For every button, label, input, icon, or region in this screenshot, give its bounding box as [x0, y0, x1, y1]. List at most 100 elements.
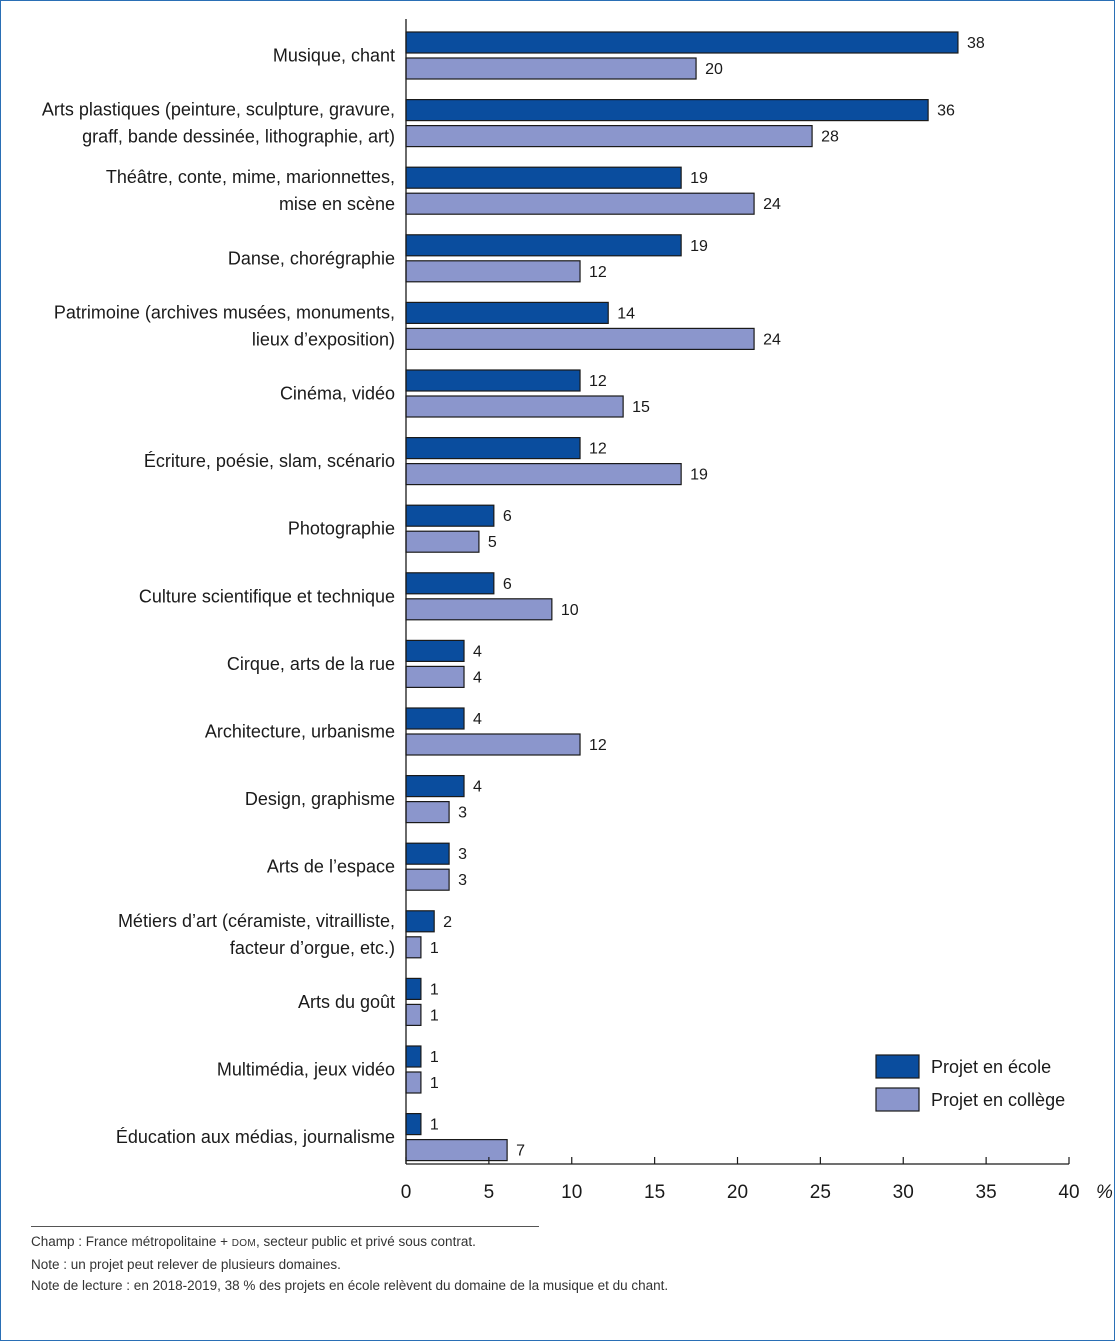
- bar-ecole: [405, 910, 435, 933]
- category-label: graff, bande dessinée, lithographie, art…: [82, 127, 395, 147]
- bar-college: [405, 868, 450, 891]
- category-group: Architecture, urbanisme 4 12: [205, 707, 607, 756]
- bar-ecole: [405, 369, 581, 392]
- data-label: 2: [443, 914, 452, 931]
- bar-college: [405, 530, 480, 553]
- category-group: Arts plastiques (peinture, sculpture, gr…: [42, 98, 955, 148]
- data-label: 19: [690, 170, 708, 187]
- category-group: Design, graphisme 43: [245, 774, 482, 824]
- data-label: 3: [458, 805, 467, 822]
- category-group: Métiers d’art (céramiste, vitrailliste, f…: [118, 910, 452, 959]
- legend-swatch: [875, 1087, 920, 1112]
- category-label: Éducation aux médias, journalisme: [116, 1127, 395, 1147]
- category-group: Théâtre, conte, mime, marionnettes, mise …: [106, 166, 781, 215]
- data-label: 4: [473, 711, 482, 728]
- data-label: 7: [516, 1143, 525, 1160]
- data-label: 19: [690, 238, 708, 255]
- category-label: Métiers d’art (céramiste, vitrailliste,: [118, 911, 395, 931]
- category-label: Musique, chant: [273, 46, 395, 66]
- data-label: 20: [705, 61, 723, 78]
- category-label: Écriture, poésie, slam, scénario: [144, 451, 395, 471]
- note-lecture: Note de lecture : en 2018-2019, 38 % des…: [31, 1278, 669, 1293]
- data-label: 15: [632, 399, 650, 416]
- notes-block: Champ : France métropolitaine + DOM, sec…: [31, 1231, 1091, 1296]
- category-label: Multimédia, jeux vidéo: [217, 1060, 395, 1080]
- category-group: Multimédia, jeux vidéo 1 1: [217, 1045, 439, 1094]
- bar-ecole: [405, 234, 682, 257]
- bar-college: [405, 1071, 422, 1094]
- category-group: Danse, chorégraphie 19 12: [228, 234, 708, 283]
- bar-ecole: [405, 166, 682, 189]
- bars-group: Musique, chant 38 20 Arts plastiques (peint…: [42, 31, 985, 1162]
- bar-college: [405, 395, 624, 418]
- data-label: 36: [937, 103, 955, 120]
- bar-ecole: [405, 31, 959, 54]
- data-label: 12: [589, 737, 607, 754]
- data-label: 1: [430, 1007, 439, 1024]
- notes-divider: [31, 1226, 539, 1227]
- data-label: 12: [589, 264, 607, 281]
- bar-ecole: [405, 572, 495, 595]
- legend-label: Projet en collège: [931, 1090, 1065, 1110]
- bar-college: [405, 1138, 508, 1162]
- x-axis: 0 5 10 15 20 25 30 35 40%: [401, 19, 1113, 1203]
- x-tick-label: 10: [561, 1182, 582, 1203]
- data-label: 12: [589, 373, 607, 390]
- category-group: Écriture, poésie, slam, scénario 12 19: [144, 437, 708, 486]
- category-label: Design, graphisme: [245, 789, 395, 809]
- category-label: Patrimoine (archives musées, monuments,: [54, 302, 395, 322]
- bar-ecole: [405, 977, 422, 1001]
- category-label: Arts du goût: [298, 992, 395, 1012]
- data-label: 28: [821, 129, 839, 146]
- x-tick-label: 0: [401, 1182, 412, 1203]
- bar-ecole: [405, 1045, 422, 1068]
- category-group: Patrimoine (archives musées, monuments, l…: [54, 301, 781, 350]
- bar-ecole: [405, 504, 495, 527]
- x-tick-label: 40: [1058, 1182, 1079, 1203]
- x-tick-label: 30: [893, 1182, 914, 1203]
- bar-college: [405, 800, 450, 824]
- bar-college: [405, 733, 581, 756]
- data-label: 1: [430, 1117, 439, 1134]
- data-label: 1: [430, 1049, 439, 1066]
- bar-ecole: [405, 639, 465, 663]
- note-general: Note : un projet peut relever de plusieu…: [31, 1257, 341, 1272]
- data-label: 1: [430, 981, 439, 998]
- unit-label: %: [1096, 1182, 1113, 1203]
- data-label: 10: [561, 602, 579, 619]
- bar-college: [405, 463, 682, 486]
- data-label: 6: [503, 576, 512, 593]
- data-label: 1: [430, 1075, 439, 1092]
- data-label: 14: [617, 305, 635, 322]
- bar-ecole: [405, 301, 609, 324]
- category-group: Musique, chant 38 20: [273, 31, 985, 80]
- category-group: Photographie 65: [288, 504, 512, 553]
- data-label: 4: [473, 669, 482, 686]
- data-label: 4: [473, 779, 482, 796]
- category-label: Danse, chorégraphie: [228, 248, 395, 268]
- data-label: 19: [690, 467, 708, 484]
- data-label: 5: [488, 534, 497, 551]
- legend-swatch: [875, 1054, 920, 1079]
- bar-ecole: [405, 842, 450, 865]
- category-label: Cirque, arts de la rue: [227, 654, 395, 674]
- category-label: Architecture, urbanisme: [205, 722, 395, 742]
- data-label: 24: [763, 331, 781, 348]
- bar-ecole: [405, 98, 929, 122]
- data-label: 3: [458, 872, 467, 889]
- category-label: Culture scientifique et technique: [139, 586, 395, 606]
- x-tick-label: 20: [727, 1182, 748, 1203]
- bar-college: [405, 327, 755, 350]
- data-label: 38: [967, 35, 985, 52]
- bar-ecole: [405, 1112, 422, 1136]
- bar-college: [405, 260, 581, 283]
- legend-label: Projet en école: [931, 1057, 1051, 1077]
- data-label: 1: [430, 940, 439, 957]
- category-group: Culture scientifique et technique 6 10: [139, 572, 579, 621]
- x-tick-label: 5: [484, 1182, 495, 1203]
- data-label: 4: [473, 643, 482, 660]
- data-label: 3: [458, 846, 467, 863]
- category-group: Arts du goût 1 1: [298, 977, 439, 1027]
- bar-ecole: [405, 437, 581, 460]
